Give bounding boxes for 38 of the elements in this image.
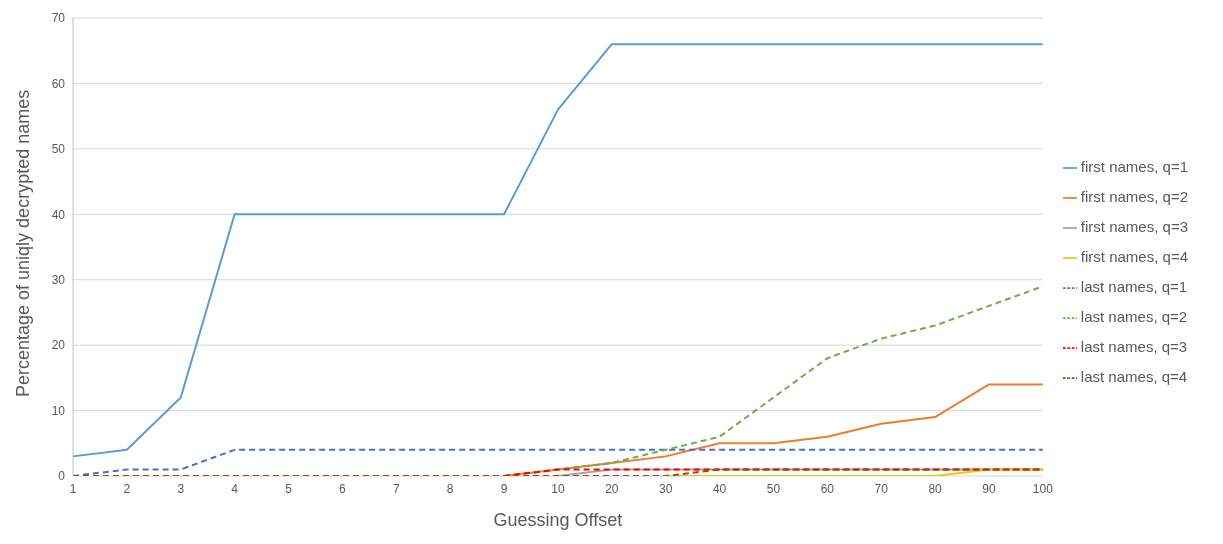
x-tick-label: 5: [285, 481, 293, 496]
legend-label: last names, q=1: [1080, 278, 1188, 295]
legend-label: last names, q=2: [1080, 308, 1188, 325]
x-tick-label: 30: [659, 481, 673, 496]
y-tick-label: 10: [51, 403, 66, 418]
x-tick-label: 80: [928, 481, 943, 496]
y-tick-label: 60: [51, 76, 66, 91]
x-tick-label: 7: [392, 481, 400, 496]
x-tick-label: 3: [177, 481, 185, 496]
y-tick-label: 0: [58, 469, 66, 484]
x-tick-label: 70: [874, 481, 889, 496]
x-tick-label: 100: [1032, 481, 1054, 496]
x-tick-label: 20: [605, 481, 619, 496]
legend-label: first names, q=3: [1080, 218, 1188, 235]
line-series: [72, 43, 1044, 458]
legend-label: last names, q=3: [1080, 338, 1188, 355]
x-tick-label: 10: [551, 481, 565, 496]
x-tick-label: 9: [500, 481, 508, 496]
x-tick-label: 1: [69, 481, 77, 496]
y-tick-label: 20: [51, 338, 66, 353]
x-axis-title: Guessing Offset: [493, 510, 623, 530]
x-tick-label: 90: [982, 481, 996, 496]
y-tick-label: 30: [51, 272, 66, 287]
x-tick-label: 40: [712, 481, 727, 496]
legend-label: first names, q=1: [1080, 158, 1188, 175]
x-tick-label: 60: [820, 481, 835, 496]
x-tick-label: 2: [123, 481, 131, 496]
y-tick-label: 50: [51, 142, 66, 157]
x-tick-label: 8: [446, 481, 454, 496]
y-tick-label: 40: [51, 207, 66, 222]
x-tick-label: 6: [339, 481, 347, 496]
x-tick-label: 4: [231, 481, 239, 496]
legend-label: first names, q=2: [1080, 188, 1188, 205]
legend-label: last names, q=4: [1080, 368, 1188, 385]
y-tick-label: 70: [51, 11, 66, 26]
y-axis-title: Percentage of uniqly decrypted names: [13, 89, 34, 397]
x-tick-label: 50: [766, 481, 781, 496]
legend-label: first names, q=4: [1080, 248, 1188, 265]
